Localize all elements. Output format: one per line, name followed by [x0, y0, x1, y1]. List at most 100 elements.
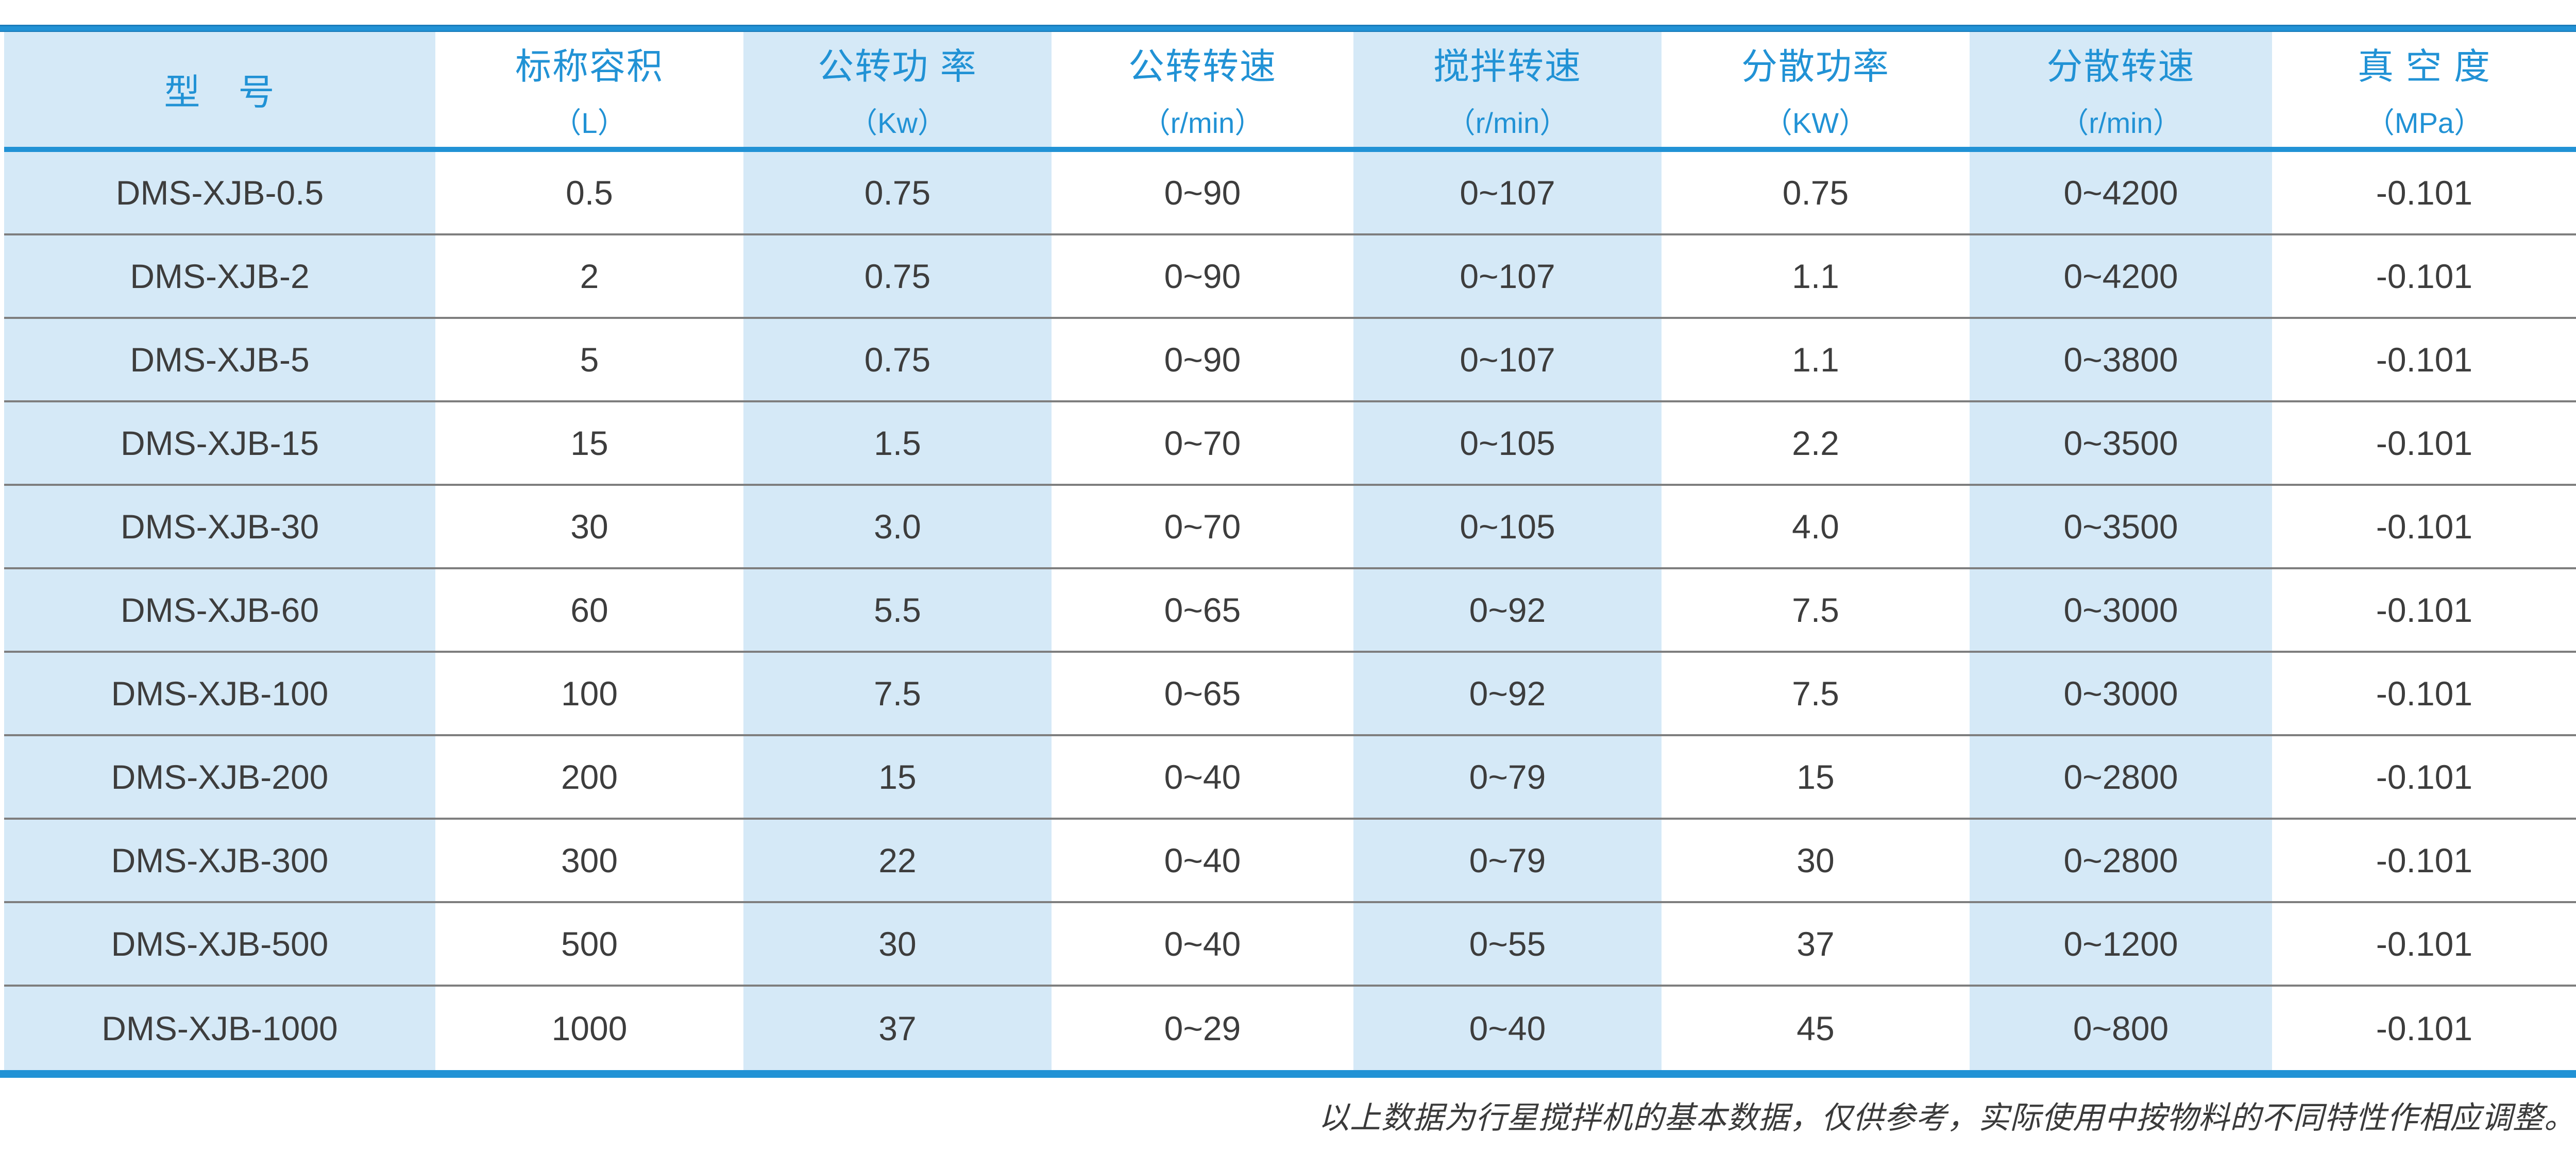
column-unit: （MPa） [2365, 106, 2483, 139]
table-cell: 0~92 [1353, 653, 1662, 734]
column-unit: （Kw） [849, 106, 946, 139]
table-cell: 3.0 [743, 486, 1052, 567]
table-cell: -0.101 [2272, 736, 2576, 818]
table-cell: 0~105 [1353, 402, 1662, 484]
table-cell: 0.75 [1662, 152, 1970, 233]
table-cell: DMS-XJB-60 [4, 569, 435, 651]
table-cell: 22 [743, 820, 1052, 901]
table-cell: 0~105 [1353, 486, 1662, 567]
table-cell: 15 [743, 736, 1052, 818]
table-body: DMS-XJB-0.5 0.5 0.75 0~90 0~107 0.75 0~4200 -0.… [4, 152, 2576, 1070]
table-cell: 0~3000 [1970, 653, 2272, 734]
table-cell: -0.101 [2272, 653, 2576, 734]
table-cell: 0.75 [743, 319, 1052, 400]
table-cell: 0~107 [1353, 235, 1662, 317]
table-cell: 0~800 [1970, 987, 2272, 1070]
column-header-revolution-speed: 公转转速 （r/min） [1052, 32, 1353, 147]
column-header-dispersion-power: 分散功率 （KW） [1662, 32, 1970, 147]
table-cell: -0.101 [2272, 569, 2576, 651]
table-cell: 0~107 [1353, 152, 1662, 233]
table-cell: 0~2800 [1970, 820, 2272, 901]
table-cell: 0~79 [1353, 820, 1662, 901]
table-cell: 7.5 [1662, 569, 1970, 651]
table-cell: 37 [743, 987, 1052, 1070]
table-cell: 100 [435, 653, 743, 734]
table-cell: 0~79 [1353, 736, 1662, 818]
table-cell: 0~29 [1052, 987, 1353, 1070]
table-cell: 15 [1662, 736, 1970, 818]
table-cell: 2 [435, 235, 743, 317]
table-cell: 0~3000 [1970, 569, 2272, 651]
table-cell: -0.101 [2272, 987, 2576, 1070]
table-cell: 5 [435, 319, 743, 400]
table-cell: 0~40 [1052, 820, 1353, 901]
table-cell: 0~65 [1052, 569, 1353, 651]
table-cell: 1.1 [1662, 319, 1970, 400]
table-cell: 30 [1662, 820, 1970, 901]
table-cell: 0~90 [1052, 152, 1353, 233]
top-accent-bar [0, 25, 2576, 32]
table-cell: -0.101 [2272, 820, 2576, 901]
table-cell: 0~40 [1052, 736, 1353, 818]
table-row: DMS-XJB-60 60 5.5 0~65 0~92 7.5 0~3000 -0.101 [4, 569, 2576, 653]
table-cell: 15 [435, 402, 743, 484]
column-unit: （KW） [1763, 106, 1868, 139]
table-cell: 300 [435, 820, 743, 901]
footer-note: 以上数据为行星搅拌机的基本数据，仅供参考，实际使用中按物料的不同特性作相应调整。 [1318, 1099, 2575, 1136]
column-title: 分散功率 [1741, 46, 1890, 87]
table-cell: 0~3500 [1970, 402, 2272, 484]
table-cell: 1000 [435, 987, 743, 1070]
table-cell: 0~70 [1052, 402, 1353, 484]
column-title: 型 号 [164, 72, 276, 112]
table-row: DMS-XJB-30 30 3.0 0~70 0~105 4.0 0~3500 -0.101 [4, 486, 2576, 569]
column-title: 分散转速 [2046, 46, 2195, 87]
table-cell: 0.75 [743, 235, 1052, 317]
table-cell: 0.5 [435, 152, 743, 233]
table-cell: DMS-XJB-200 [4, 736, 435, 818]
column-unit: （r/min） [1141, 106, 1264, 139]
column-unit: （r/min） [1446, 106, 1569, 139]
table-cell: -0.101 [2272, 903, 2576, 985]
table-cell: 60 [435, 569, 743, 651]
table-cell: DMS-XJB-1000 [4, 987, 435, 1070]
table-row: DMS-XJB-500 500 30 0~40 0~55 37 0~1200 -0.101 [4, 903, 2576, 987]
table-cell: 0~4200 [1970, 235, 2272, 317]
table-cell: 7.5 [1662, 653, 1970, 734]
column-header-nominal-volume: 标称容积 （L） [435, 32, 743, 147]
table-cell: DMS-XJB-100 [4, 653, 435, 734]
table-cell: 200 [435, 736, 743, 818]
table-cell: -0.101 [2272, 402, 2576, 484]
table-cell: 0~70 [1052, 486, 1353, 567]
table-cell: 0~92 [1353, 569, 1662, 651]
table-cell: 45 [1662, 987, 1970, 1070]
table-cell: 0~1200 [1970, 903, 2272, 985]
table-row: DMS-XJB-100 100 7.5 0~65 0~92 7.5 0~3000 -0.101 [4, 653, 2576, 736]
column-unit: （r/min） [2060, 106, 2182, 139]
table-cell: 0~40 [1353, 987, 1662, 1070]
table-cell: DMS-XJB-0.5 [4, 152, 435, 233]
column-title: 真 空 度 [2358, 46, 2491, 87]
table-cell: 0~90 [1052, 319, 1353, 400]
table-cell: 0~65 [1052, 653, 1353, 734]
table-cell: DMS-XJB-2 [4, 235, 435, 317]
table-cell: DMS-XJB-500 [4, 903, 435, 985]
table-cell: DMS-XJB-30 [4, 486, 435, 567]
table-cell: 2.2 [1662, 402, 1970, 484]
table-cell: DMS-XJB-300 [4, 820, 435, 901]
table-cell: 500 [435, 903, 743, 985]
table-cell: DMS-XJB-15 [4, 402, 435, 484]
table-cell: 37 [1662, 903, 1970, 985]
top-whitespace [0, 0, 2576, 25]
table-header-row: 型 号 标称容积 （L） 公转功 率 （Kw） 公转转速 （r/min） 搅拌转… [4, 32, 2576, 152]
table-cell: 0~40 [1052, 903, 1353, 985]
table-row: DMS-XJB-300 300 22 0~40 0~79 30 0~2800 -0.101 [4, 820, 2576, 903]
table-cell: 0~90 [1052, 235, 1353, 317]
column-header-dispersion-speed: 分散转速 （r/min） [1970, 32, 2272, 147]
column-title: 公转转速 [1128, 46, 1277, 87]
table-cell: DMS-XJB-5 [4, 319, 435, 400]
column-header-vacuum-degree: 真 空 度 （MPa） [2272, 32, 2576, 147]
table-cell: 1.5 [743, 402, 1052, 484]
table-cell: -0.101 [2272, 152, 2576, 233]
table-cell: 0~3800 [1970, 319, 2272, 400]
table-cell: 0.75 [743, 152, 1052, 233]
